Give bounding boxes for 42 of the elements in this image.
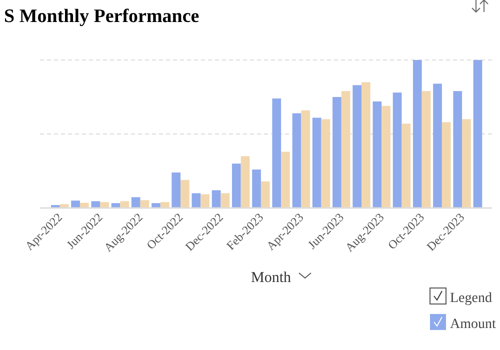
bar bbox=[212, 190, 221, 208]
bar bbox=[200, 194, 210, 208]
bar bbox=[71, 200, 80, 208]
bar bbox=[442, 122, 451, 208]
bar bbox=[382, 106, 390, 208]
bar bbox=[392, 92, 402, 208]
bar bbox=[412, 60, 422, 208]
bar bbox=[152, 203, 160, 208]
bar bbox=[281, 152, 290, 208]
bar bbox=[332, 97, 342, 208]
bar bbox=[292, 113, 302, 208]
bar bbox=[131, 197, 140, 208]
bar bbox=[252, 170, 261, 208]
legend-label: Amount bbox=[450, 317, 496, 332]
bar bbox=[91, 201, 100, 208]
bar bbox=[180, 180, 190, 208]
bar bbox=[140, 200, 150, 208]
legend-title: Legend bbox=[450, 291, 492, 306]
bar bbox=[422, 91, 431, 208]
bar bbox=[433, 84, 442, 208]
bar bbox=[100, 202, 109, 208]
bar bbox=[352, 85, 362, 208]
bar bbox=[361, 82, 370, 208]
bar bbox=[172, 172, 181, 208]
bar bbox=[272, 98, 282, 208]
bar bbox=[260, 181, 270, 208]
bar bbox=[192, 193, 201, 208]
bar bbox=[402, 124, 411, 208]
bar bbox=[453, 91, 462, 208]
bar bbox=[240, 156, 250, 208]
chart-title: S Monthly Performance bbox=[4, 6, 200, 27]
bar bbox=[120, 201, 130, 208]
bar bbox=[341, 91, 350, 208]
bar bbox=[462, 119, 471, 208]
bar bbox=[232, 164, 241, 208]
x-axis-title: Month bbox=[250, 270, 292, 286]
bar bbox=[301, 110, 310, 208]
bar bbox=[321, 119, 330, 208]
bar bbox=[372, 101, 382, 208]
bar bbox=[220, 193, 230, 208]
bar bbox=[473, 60, 482, 208]
bar bbox=[312, 118, 322, 208]
